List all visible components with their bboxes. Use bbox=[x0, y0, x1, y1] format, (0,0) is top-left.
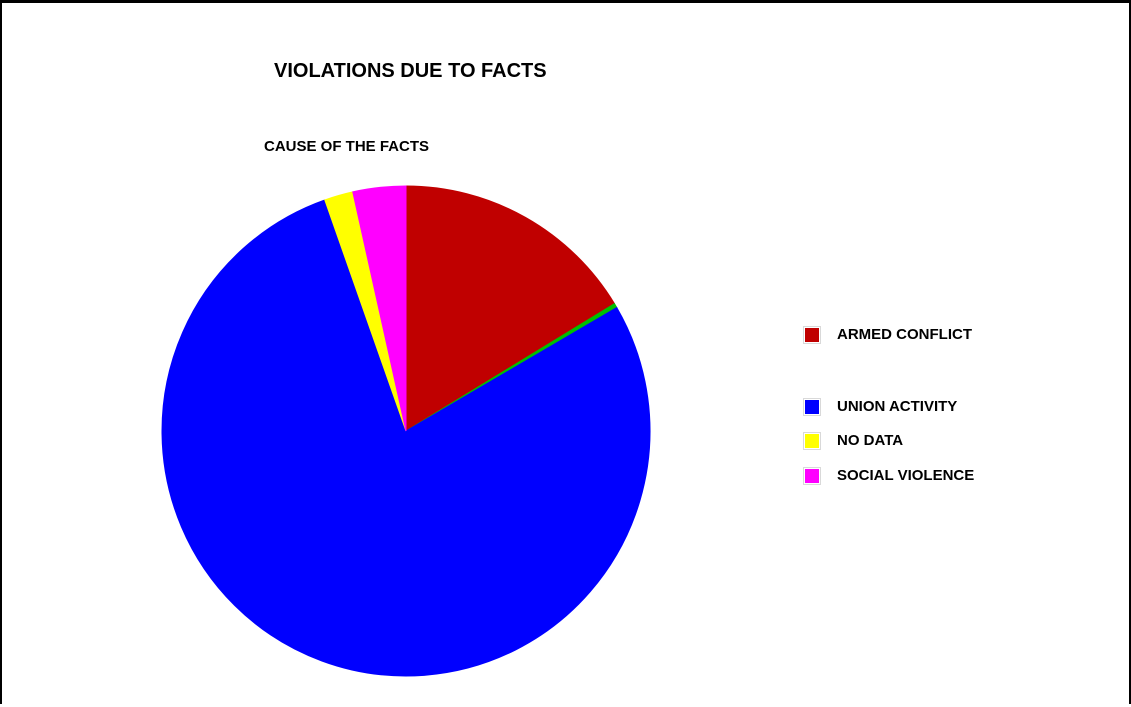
legend-swatch-union-activity bbox=[803, 397, 821, 416]
legend-item-social-violence: SOCIAL VIOLENCE bbox=[803, 466, 975, 485]
legend-item-union-activity: UNION ACTIVITY bbox=[803, 397, 958, 416]
chart-subtitle: CAUSE OF THE FACTS bbox=[264, 138, 430, 155]
chart-title: VIOLATIONS DUE TO FACTS bbox=[274, 60, 547, 82]
legend: ARMED CONFLICT UNION ACTIVITY NO DATA SO… bbox=[2, 3, 1131, 707]
pie-slice-union-activity bbox=[161, 199, 651, 677]
legend-label-social-violence: SOCIAL VIOLENCE bbox=[837, 467, 975, 484]
legend-swatch-armed-conflict bbox=[803, 325, 821, 344]
legend-item-no-data: NO DATA bbox=[803, 431, 904, 450]
pie-slice-armed-conflict bbox=[405, 185, 616, 432]
pie-chart bbox=[161, 185, 651, 677]
legend-swatch-no-data bbox=[803, 431, 821, 450]
legend-label-union-activity: UNION ACTIVITY bbox=[837, 398, 958, 415]
legend-label-armed-conflict: ARMED CONFLICT bbox=[837, 326, 972, 343]
legend-label-no-data: NO DATA bbox=[837, 432, 904, 449]
pie-slice-social-violence bbox=[352, 185, 407, 432]
legend-swatch-social-violence bbox=[803, 466, 821, 485]
legend-item-armed-conflict: ARMED CONFLICT bbox=[803, 325, 972, 344]
